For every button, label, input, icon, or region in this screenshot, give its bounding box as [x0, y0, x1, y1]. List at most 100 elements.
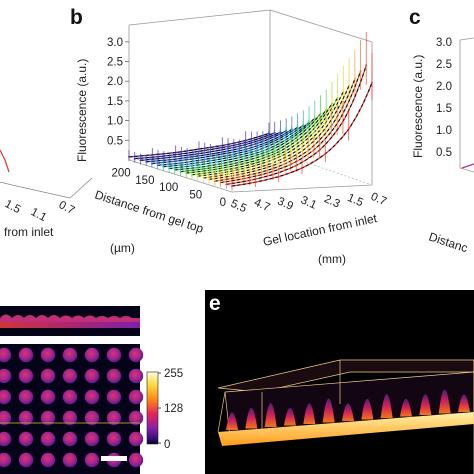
data-point: [255, 159, 258, 162]
data-point: [145, 160, 148, 163]
panel-a: 1.5 1.1 0.7 from inlet: [0, 149, 93, 239]
x-tick-label: 3.1: [299, 194, 318, 211]
data-point: [278, 162, 281, 165]
data-point: [202, 177, 205, 179]
data-point: [191, 155, 194, 158]
data-point: [272, 150, 275, 153]
data-point: [174, 160, 177, 163]
data-point: [196, 175, 199, 178]
panel-b-box: [128, 9, 373, 185]
well-dot: [62, 452, 78, 468]
data-point: [226, 154, 229, 157]
well-dot: [128, 410, 144, 426]
data-point: [295, 164, 298, 167]
panel-e-letter: e: [209, 292, 221, 315]
data-point: [213, 180, 216, 183]
data-point: [348, 84, 351, 87]
panel-c-ztick: 1.5: [436, 103, 452, 115]
data-point: [371, 81, 373, 84]
data-point: [289, 163, 292, 166]
panel-b-xlabel-line2: (mm): [318, 252, 346, 266]
well-dot: [106, 368, 122, 384]
spheroid-blob: [245, 407, 258, 429]
data-point: [330, 124, 333, 127]
panel-c-curve-stub: [461, 163, 474, 169]
well-dot: [128, 389, 144, 405]
z-tick-label: 2.0: [107, 76, 123, 88]
data-point: [313, 131, 316, 134]
panel-c-ztick: 1.0: [436, 125, 452, 137]
data-point: [179, 170, 182, 173]
well-dot: [40, 410, 56, 426]
data-point: [261, 160, 263, 162]
data-point: [209, 150, 212, 153]
data-point: [220, 153, 223, 156]
x-tick-label: 1.5: [345, 192, 364, 209]
spheroid-blob: [438, 389, 451, 414]
data-point: [174, 151, 177, 154]
data-point: [162, 157, 165, 159]
x-tick-label: 2.3: [322, 193, 341, 210]
depth-tick-label: 50: [189, 190, 202, 202]
data-point: [324, 152, 327, 155]
z-tick-label: 2.5: [107, 57, 123, 69]
panel-d-strip-bumps: [0, 314, 140, 322]
data-point: [290, 150, 292, 152]
x-tick-label: 4.7: [252, 197, 271, 214]
data-point: [202, 168, 205, 170]
data-point: [283, 162, 286, 165]
depth-tick-label: 100: [159, 182, 178, 194]
panel-c-ztick: 2.0: [436, 81, 452, 93]
panel-b-zlabel: Fluorescence (a.u.): [75, 59, 89, 162]
data-point: [254, 181, 257, 184]
data-point: [301, 149, 304, 152]
well-dot: [40, 452, 56, 468]
well-dot: [84, 368, 100, 384]
data-point: [162, 165, 165, 168]
z-tick-label: 1.0: [107, 116, 123, 128]
well-dot: [18, 347, 34, 363]
data-point: [248, 179, 251, 182]
data-point: [249, 168, 251, 171]
data-point: [272, 173, 274, 176]
data-point: [296, 136, 299, 138]
data-point: [180, 162, 182, 164]
data-point: [232, 155, 235, 158]
data-point: [209, 159, 211, 162]
well-dot: [62, 410, 78, 426]
well-dot: [40, 368, 56, 384]
data-point: [331, 102, 333, 105]
data-point: [342, 120, 344, 123]
well-dot: [128, 368, 144, 384]
well-dot: [40, 389, 56, 405]
spheroid-blob: [303, 403, 316, 424]
panel-a-axis-edges: [0, 177, 93, 199]
well-dot: [128, 452, 144, 468]
data-point: [139, 159, 142, 162]
data-point: [208, 169, 211, 172]
spheroid-blob: [342, 403, 354, 421]
panel-c-xlabel: Distanc: [427, 230, 469, 256]
data-point: [156, 164, 159, 167]
x-tick-label: 0.7: [369, 191, 388, 208]
data-point: [185, 163, 188, 166]
panel-c-ztick: 2.5: [436, 59, 452, 71]
spheroid-blob: [458, 394, 470, 412]
panel-e-blobs: [226, 389, 470, 430]
data-point: [301, 167, 303, 169]
x-tick-label: 5.5: [229, 198, 248, 215]
data-point: [249, 158, 252, 161]
data-point: [168, 167, 170, 170]
data-point: [157, 155, 159, 158]
data-point: [191, 164, 194, 167]
spheroid-blob: [380, 394, 393, 418]
panel-d-strip-glow: [0, 318, 140, 328]
z-tick-label: 0.5: [107, 135, 123, 147]
panel-a-xlabel: from inlet: [4, 225, 54, 239]
panel-d-array: [0, 344, 140, 474]
panel-c-axis-edges: [459, 37, 474, 173]
data-point: [186, 154, 189, 157]
data-point: [318, 149, 321, 152]
z-tick-label: 1.5: [107, 96, 123, 108]
